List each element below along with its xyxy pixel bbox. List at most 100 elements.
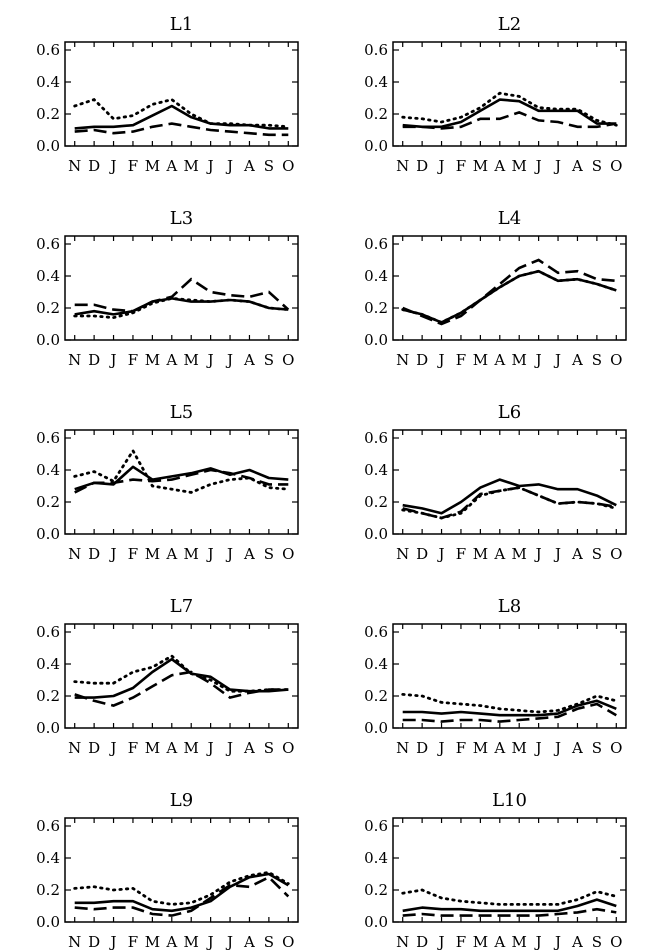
y-tick-label: 0.4 — [36, 73, 60, 91]
x-tick-label: J — [437, 351, 445, 369]
x-tick-label: M — [512, 739, 527, 757]
x-tick-label: S — [592, 157, 602, 175]
y-tick-label: 0.6 — [36, 41, 60, 59]
y-tick-label: 0.6 — [364, 429, 388, 447]
y-tick-label: 0.6 — [36, 235, 60, 253]
chart-title: L6 — [498, 402, 521, 423]
x-tick-label: A — [571, 545, 583, 563]
x-tick-label: J — [206, 739, 214, 757]
series-line-dashed — [402, 111, 617, 130]
x-tick-label: O — [282, 157, 294, 175]
x-tick-label: O — [610, 545, 622, 563]
x-tick-label: N — [68, 739, 81, 757]
y-tick-label: 0.4 — [364, 655, 388, 673]
series-line-solid — [74, 104, 289, 130]
series-line-dotted — [73, 296, 290, 320]
plot-frame — [392, 41, 627, 147]
x-tick-label: O — [610, 739, 622, 757]
x-tick-label: M — [145, 157, 160, 175]
x-tick-label: O — [610, 933, 622, 951]
x-tick-label: J — [553, 157, 561, 175]
x-tick-label: O — [282, 545, 294, 563]
y-tick-label: 0.2 — [36, 493, 60, 511]
y-tick-label: 0.4 — [36, 655, 60, 673]
series-line-solid — [74, 872, 289, 913]
y-tick-label: 0.2 — [364, 687, 388, 705]
y-tick-label: 0.0 — [364, 331, 388, 349]
y-tick-label: 0.4 — [364, 267, 388, 285]
x-tick-label: J — [553, 933, 561, 951]
series-line-dashed — [402, 702, 617, 723]
x-tick-label: M — [512, 351, 527, 369]
x-tick-label: O — [610, 157, 622, 175]
x-tick-label: M — [473, 157, 488, 175]
x-tick-label: J — [109, 351, 117, 369]
x-tick-label: M — [145, 545, 160, 563]
y-tick-label: 0.6 — [36, 623, 60, 641]
chart-panel: L10.00.20.40.6N D J F M A M J J A S O — [36, 14, 299, 175]
x-tick-label: A — [571, 351, 583, 369]
series-line-dotted — [73, 98, 290, 129]
plot-frame — [64, 41, 299, 147]
x-tick-label: A — [243, 933, 255, 951]
x-tick-label: A — [243, 545, 255, 563]
x-tick-label: M — [473, 351, 488, 369]
x-tick-label: S — [264, 739, 274, 757]
x-tick-label: J — [437, 739, 445, 757]
chart-panel: L40.00.20.40.6N D J F M A M J J A S O — [364, 208, 627, 369]
x-tick-label: O — [282, 933, 294, 951]
plot-frame — [392, 623, 627, 729]
chart-title: L5 — [170, 402, 193, 423]
series-line-dotted — [401, 693, 618, 714]
x-tick-label: A — [493, 933, 505, 951]
x-tick-label: J — [534, 933, 542, 951]
x-tick-label: F — [456, 157, 466, 175]
x-tick-label: D — [416, 351, 428, 369]
x-tick-label: D — [416, 739, 428, 757]
x-tick-label: M — [145, 739, 160, 757]
chart-panel: L30.00.20.40.6N D J F M A M J J A S O — [36, 208, 299, 369]
x-tick-label: D — [416, 933, 428, 951]
x-tick-label: S — [592, 739, 602, 757]
y-tick-label: 0.2 — [36, 687, 60, 705]
x-tick-label: D — [88, 739, 100, 757]
series-line-dotted — [401, 91, 618, 127]
x-tick-label: J — [109, 545, 117, 563]
x-tick-label: J — [206, 351, 214, 369]
x-tick-label: A — [243, 351, 255, 369]
chart-title: L10 — [492, 790, 527, 811]
x-tick-label: M — [473, 739, 488, 757]
chart-title: L2 — [498, 14, 521, 35]
x-tick-label: J — [225, 545, 233, 563]
series-line-dashed — [74, 670, 289, 707]
chart-panel: L60.00.20.40.6N D J F M A M J J A S O — [364, 402, 627, 563]
x-tick-label: A — [571, 739, 583, 757]
x-tick-label: J — [437, 157, 445, 175]
x-tick-label: N — [68, 545, 81, 563]
x-tick-label: O — [610, 351, 622, 369]
series-line-dotted — [401, 486, 618, 520]
series-line-solid — [74, 465, 289, 491]
series-line-dashed — [402, 907, 617, 917]
series-line-solid — [402, 269, 617, 324]
x-tick-label: S — [264, 545, 274, 563]
y-tick-label: 0.0 — [36, 331, 60, 349]
x-tick-label: M — [145, 933, 160, 951]
x-tick-label: F — [128, 739, 138, 757]
x-tick-label: A — [493, 157, 505, 175]
x-tick-label: F — [128, 545, 138, 563]
series-line-solid — [402, 898, 617, 913]
series-line-solid — [402, 478, 617, 515]
x-tick-label: M — [145, 351, 160, 369]
y-tick-label: 0.2 — [364, 299, 388, 317]
x-tick-label: N — [396, 739, 409, 757]
y-tick-label: 0.4 — [364, 461, 388, 479]
x-tick-label: D — [416, 157, 428, 175]
y-tick-label: 0.6 — [36, 817, 60, 835]
chart-title: L7 — [170, 596, 193, 617]
x-tick-label: D — [88, 933, 100, 951]
x-tick-label: A — [243, 157, 255, 175]
x-tick-label: A — [165, 545, 177, 563]
x-tick-label: M — [512, 933, 527, 951]
